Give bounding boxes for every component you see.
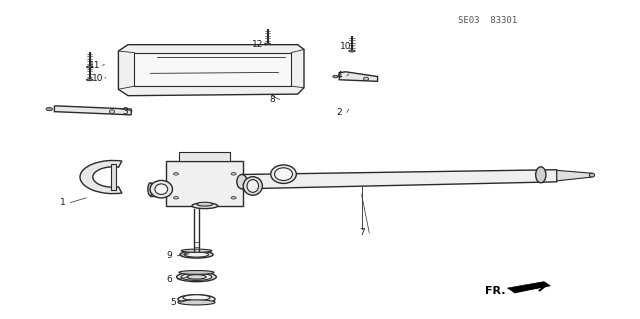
Ellipse shape	[271, 165, 296, 183]
Ellipse shape	[181, 273, 212, 280]
Ellipse shape	[275, 168, 292, 181]
Text: 7: 7	[359, 228, 364, 237]
Polygon shape	[134, 53, 291, 86]
Text: 11: 11	[89, 61, 100, 70]
Polygon shape	[179, 152, 230, 161]
Ellipse shape	[187, 275, 206, 279]
Ellipse shape	[86, 79, 93, 81]
Ellipse shape	[536, 167, 546, 183]
Text: 2: 2	[337, 108, 342, 117]
Wedge shape	[80, 160, 122, 194]
Ellipse shape	[264, 89, 271, 91]
Ellipse shape	[181, 249, 212, 252]
Text: 12: 12	[252, 40, 263, 48]
Polygon shape	[111, 164, 116, 190]
Ellipse shape	[333, 75, 338, 78]
Ellipse shape	[150, 181, 173, 198]
Polygon shape	[557, 170, 592, 181]
Text: 6: 6	[167, 275, 172, 284]
Ellipse shape	[192, 203, 218, 209]
Ellipse shape	[349, 50, 355, 52]
Text: 5: 5	[170, 298, 175, 307]
Ellipse shape	[178, 300, 215, 305]
Text: 10: 10	[92, 74, 103, 83]
Ellipse shape	[178, 295, 215, 304]
Ellipse shape	[243, 177, 262, 195]
Ellipse shape	[231, 173, 236, 175]
Ellipse shape	[173, 197, 179, 199]
Ellipse shape	[247, 180, 259, 192]
Text: FR.: FR.	[485, 286, 506, 296]
Ellipse shape	[589, 173, 595, 177]
Text: 1: 1	[60, 198, 65, 207]
Ellipse shape	[179, 271, 214, 274]
Ellipse shape	[148, 183, 153, 196]
Ellipse shape	[364, 77, 369, 80]
Text: 8: 8	[269, 95, 275, 104]
Ellipse shape	[173, 173, 179, 175]
Ellipse shape	[109, 110, 115, 114]
Text: 4: 4	[337, 71, 342, 80]
Ellipse shape	[46, 108, 52, 111]
Polygon shape	[339, 72, 378, 81]
Polygon shape	[242, 170, 557, 189]
Text: 10: 10	[340, 42, 351, 51]
Ellipse shape	[197, 202, 212, 206]
Ellipse shape	[86, 66, 93, 68]
Polygon shape	[54, 106, 131, 115]
Ellipse shape	[184, 252, 209, 257]
Polygon shape	[166, 161, 243, 206]
Text: 3: 3	[122, 107, 127, 115]
Ellipse shape	[231, 197, 236, 199]
Text: 9: 9	[167, 251, 172, 260]
Ellipse shape	[264, 43, 271, 45]
Ellipse shape	[237, 174, 247, 189]
Ellipse shape	[180, 251, 213, 258]
Ellipse shape	[155, 184, 168, 194]
Ellipse shape	[183, 295, 210, 300]
Text: SE03  83301: SE03 83301	[458, 16, 516, 25]
Polygon shape	[118, 45, 304, 96]
Ellipse shape	[177, 272, 216, 282]
Polygon shape	[508, 282, 550, 292]
